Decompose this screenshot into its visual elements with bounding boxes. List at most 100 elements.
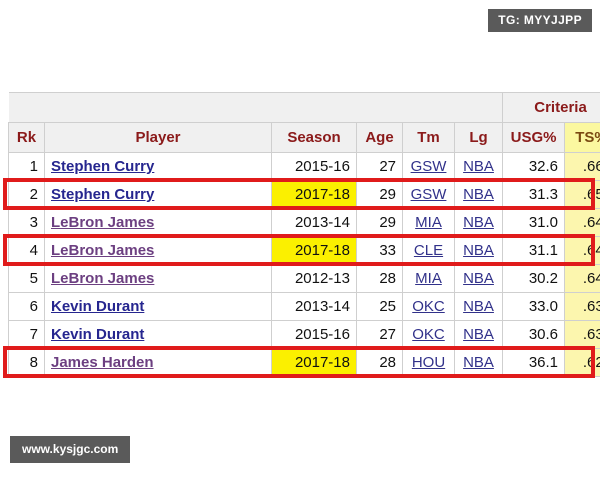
cell-age: 25 xyxy=(356,292,403,321)
cell-team[interactable]: GSW xyxy=(402,180,455,209)
rank-value: 4 xyxy=(29,242,38,259)
column-header-ts[interactable]: TS% xyxy=(564,122,600,153)
cell-team[interactable]: MIA xyxy=(402,208,455,237)
team-link[interactable]: OKC xyxy=(412,326,445,343)
cell-team[interactable]: GSW xyxy=(402,152,455,181)
table-row: 4 LeBron James 2017-18 33 CLE NBA 31.1 .645 xyxy=(8,236,600,265)
usg-value: 32.6 xyxy=(528,158,559,175)
age-value: 25 xyxy=(379,298,396,315)
column-header-age[interactable]: Age xyxy=(356,122,403,153)
season-value: 2012-13 xyxy=(294,270,350,287)
cell-ts: .627 xyxy=(564,348,600,377)
ts-value: .635 xyxy=(582,298,600,315)
cell-age: 27 xyxy=(356,320,403,349)
cell-usg: 31.0 xyxy=(502,208,566,237)
team-link[interactable]: GSW xyxy=(410,158,447,175)
age-value: 28 xyxy=(379,270,396,287)
player-link[interactable]: Kevin Durant xyxy=(51,298,145,315)
cell-player[interactable]: LeBron James xyxy=(44,208,272,237)
team-link[interactable]: CLE xyxy=(413,242,444,259)
cell-ts: .640 xyxy=(564,264,600,293)
season-value: 2013-14 xyxy=(294,214,350,231)
player-link[interactable]: Stephen Curry xyxy=(51,186,155,203)
table-head: Criteria Rk Player Season Age Tm Lg USG%… xyxy=(8,92,600,153)
season-value: 2017-18 xyxy=(294,354,350,371)
cell-team[interactable]: OKC xyxy=(402,292,455,321)
player-link[interactable]: LeBron James xyxy=(51,214,155,231)
rank-value: 5 xyxy=(29,270,38,287)
cell-league[interactable]: NBA xyxy=(453,208,504,237)
cell-season: 2015-16 xyxy=(271,320,357,349)
column-header-season[interactable]: Season xyxy=(271,122,357,153)
table-row: 3 LeBron James 2013-14 29 MIA NBA 31.0 .649 xyxy=(8,208,600,237)
cell-player[interactable]: Kevin Durant xyxy=(44,320,272,349)
league-link[interactable]: NBA xyxy=(463,298,494,315)
team-link[interactable]: HOU xyxy=(411,354,446,371)
column-header-lg[interactable]: Lg xyxy=(453,122,504,153)
cell-team[interactable]: OKC xyxy=(402,320,455,349)
cell-rank: 6 xyxy=(8,292,45,321)
team-link[interactable]: GSW xyxy=(410,186,447,203)
column-header-rk[interactable]: Rk xyxy=(8,122,45,153)
cell-league[interactable]: NBA xyxy=(453,152,504,181)
usg-value: 30.2 xyxy=(528,270,559,287)
cell-rank: 8 xyxy=(8,348,45,377)
cell-player[interactable]: Kevin Durant xyxy=(44,292,272,321)
league-link[interactable]: NBA xyxy=(463,354,494,371)
season-value: 2015-16 xyxy=(294,326,350,343)
player-link[interactable]: Stephen Curry xyxy=(51,158,155,175)
group-header-criteria: Criteria xyxy=(502,92,600,123)
usg-value: 33.0 xyxy=(528,298,559,315)
table-row: 7 Kevin Durant 2015-16 27 OKC NBA 30.6 .634 xyxy=(8,320,600,349)
stats-table-viewport: Criteria Rk Player Season Age Tm Lg USG%… xyxy=(0,92,600,392)
team-link[interactable]: MIA xyxy=(415,214,442,231)
player-link[interactable]: Kevin Durant xyxy=(51,326,145,343)
cell-league[interactable]: NBA xyxy=(453,348,504,377)
cell-player[interactable]: Stephen Curry xyxy=(44,180,272,209)
cell-player[interactable]: LeBron James xyxy=(44,264,272,293)
cell-player[interactable]: LeBron James xyxy=(44,236,272,265)
column-header-player[interactable]: Player xyxy=(44,122,272,153)
cell-usg: 30.6 xyxy=(502,320,566,349)
cell-league[interactable]: NBA xyxy=(453,264,504,293)
cell-player[interactable]: Stephen Curry xyxy=(44,152,272,181)
age-value: 27 xyxy=(379,326,396,343)
league-link[interactable]: NBA xyxy=(463,186,494,203)
league-link[interactable]: NBA xyxy=(463,158,494,175)
player-link[interactable]: LeBron James xyxy=(51,242,155,259)
usg-value: 31.3 xyxy=(528,186,559,203)
league-link[interactable]: NBA xyxy=(463,242,494,259)
rank-value: 3 xyxy=(29,214,38,231)
column-header-usg[interactable]: USG% xyxy=(502,122,566,153)
cell-league[interactable]: NBA xyxy=(453,320,504,349)
cell-league[interactable]: NBA xyxy=(453,236,504,265)
league-link[interactable]: NBA xyxy=(463,270,494,287)
league-link[interactable]: NBA xyxy=(463,326,494,343)
cell-player[interactable]: James Harden xyxy=(44,348,272,377)
team-link[interactable]: MIA xyxy=(415,270,442,287)
cell-usg: 31.1 xyxy=(502,236,566,265)
cell-season: 2013-14 xyxy=(271,292,357,321)
cell-league[interactable]: NBA xyxy=(453,180,504,209)
cell-ts: .658 xyxy=(564,180,600,209)
player-link[interactable]: James Harden xyxy=(51,354,154,371)
cell-league[interactable]: NBA xyxy=(453,292,504,321)
cell-age: 33 xyxy=(356,236,403,265)
ts-value: .627 xyxy=(582,354,600,371)
cell-team[interactable]: HOU xyxy=(402,348,455,377)
league-link[interactable]: NBA xyxy=(463,214,494,231)
player-link[interactable]: LeBron James xyxy=(51,270,155,287)
team-link[interactable]: OKC xyxy=(412,298,445,315)
age-value: 29 xyxy=(379,186,396,203)
group-header-row: Criteria xyxy=(8,92,600,123)
rank-value: 7 xyxy=(29,326,38,343)
column-header-tm[interactable]: Tm xyxy=(402,122,455,153)
age-value: 33 xyxy=(379,242,396,259)
usg-value: 30.6 xyxy=(528,326,559,343)
cell-team[interactable]: MIA xyxy=(402,264,455,293)
cell-ts: .634 xyxy=(564,320,600,349)
rank-value: 6 xyxy=(29,298,38,315)
usg-value: 36.1 xyxy=(528,354,559,371)
cell-team[interactable]: CLE xyxy=(402,236,455,265)
table-row: 6 Kevin Durant 2013-14 25 OKC NBA 33.0 .635 xyxy=(8,292,600,321)
